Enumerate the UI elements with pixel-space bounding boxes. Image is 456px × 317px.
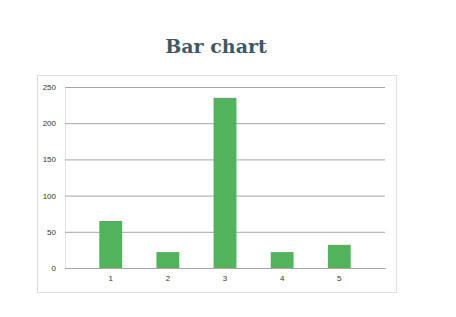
x-axis-line <box>66 268 386 269</box>
bar <box>214 98 237 268</box>
bar <box>328 245 351 268</box>
y-tick-label: 250 <box>43 83 57 92</box>
x-tick: 2 <box>166 268 171 283</box>
x-tick-label: 4 <box>280 274 285 283</box>
title: Bar chart <box>165 35 267 57</box>
grid-line <box>65 87 385 88</box>
x-axis: 1 2 3 4 5 <box>66 268 386 283</box>
chart: Bar chart 0 50 100 150 200 250 1 2 3 4 5 <box>0 0 456 317</box>
y-tick: 250 <box>43 83 385 92</box>
x-tick: 4 <box>280 268 285 283</box>
x-tick: 3 <box>223 268 228 283</box>
y-axis: 0 50 100 150 200 250 <box>43 83 385 273</box>
y-tick-label: 0 <box>52 264 57 273</box>
x-tick-label: 5 <box>337 274 342 283</box>
bar <box>156 252 179 268</box>
y-tick-label: 100 <box>43 192 57 201</box>
x-tick-label: 1 <box>108 274 113 283</box>
x-tick-label: 3 <box>223 274 228 283</box>
y-tick-label: 150 <box>43 155 57 164</box>
y-tick-label: 50 <box>47 228 56 237</box>
x-tick-label: 2 <box>166 274 171 283</box>
bars <box>99 98 350 268</box>
bar <box>99 221 122 268</box>
chart-frame <box>38 76 397 293</box>
x-tick: 1 <box>108 268 113 283</box>
grid-line <box>65 268 385 269</box>
x-tick: 5 <box>337 268 342 283</box>
y-tick-label: 200 <box>43 119 57 128</box>
y-axis-line <box>66 88 386 269</box>
bar <box>271 252 294 268</box>
